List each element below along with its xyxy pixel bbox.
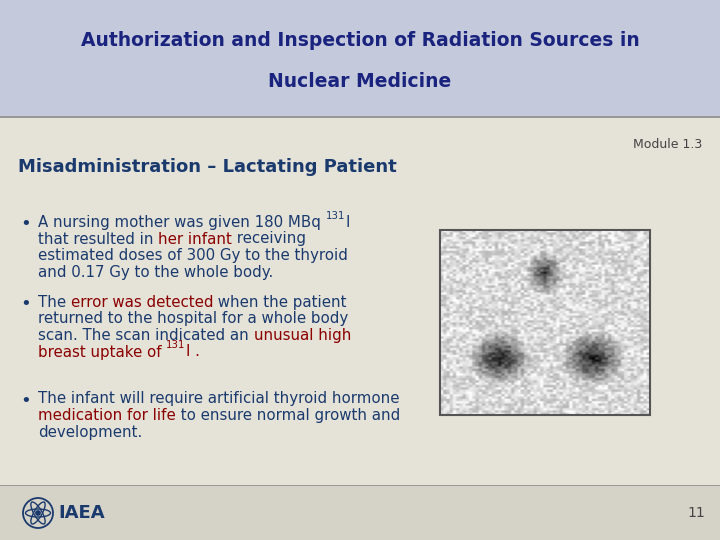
Text: The infant will require artificial thyroid hormone: The infant will require artificial thyro… (38, 392, 400, 407)
Text: unusual high: unusual high (253, 328, 351, 343)
Text: that resulted in: that resulted in (38, 232, 158, 246)
Text: error was detected: error was detected (71, 295, 213, 310)
Text: 11: 11 (688, 506, 705, 520)
Text: •: • (20, 392, 31, 409)
Text: Authorization and Inspection of Radiation Sources in: Authorization and Inspection of Radiatio… (81, 31, 639, 50)
Text: 131: 131 (325, 211, 345, 221)
Text: I .: I . (186, 345, 199, 360)
Text: 131: 131 (166, 340, 186, 350)
Bar (440, 230, 650, 415)
Text: Nuclear Medicine: Nuclear Medicine (269, 72, 451, 91)
Text: The: The (38, 295, 71, 310)
Text: A nursing mother was given 180 MBq: A nursing mother was given 180 MBq (38, 215, 325, 230)
Text: when the patient: when the patient (213, 295, 347, 310)
Text: receiving: receiving (232, 232, 306, 246)
Text: I: I (345, 215, 349, 230)
Circle shape (36, 511, 40, 515)
Text: her infant: her infant (158, 232, 232, 246)
Text: to ensure normal growth and: to ensure normal growth and (176, 408, 400, 423)
Text: breast uptake of: breast uptake of (38, 345, 166, 360)
Text: IAEA: IAEA (58, 504, 104, 522)
Text: •: • (20, 295, 31, 313)
Text: development.: development. (38, 424, 143, 440)
Bar (0, 0, 720, 116)
Text: Module 1.3: Module 1.3 (633, 138, 702, 151)
Text: Misadministration – Lactating Patient: Misadministration – Lactating Patient (18, 158, 397, 176)
Text: and 0.17 Gy to the whole body.: and 0.17 Gy to the whole body. (38, 265, 274, 280)
Bar (0, 486, 720, 540)
Text: returned to the hospital for a whole body: returned to the hospital for a whole bod… (38, 312, 348, 327)
Bar (0, 116, 720, 118)
Text: medication for life: medication for life (38, 408, 176, 423)
Text: •: • (20, 215, 31, 233)
Bar (0, 484, 720, 486)
Text: estimated doses of 300 Gy to the thyroid: estimated doses of 300 Gy to the thyroid (38, 248, 348, 263)
Text: scan. The scan indicated an: scan. The scan indicated an (38, 328, 253, 343)
